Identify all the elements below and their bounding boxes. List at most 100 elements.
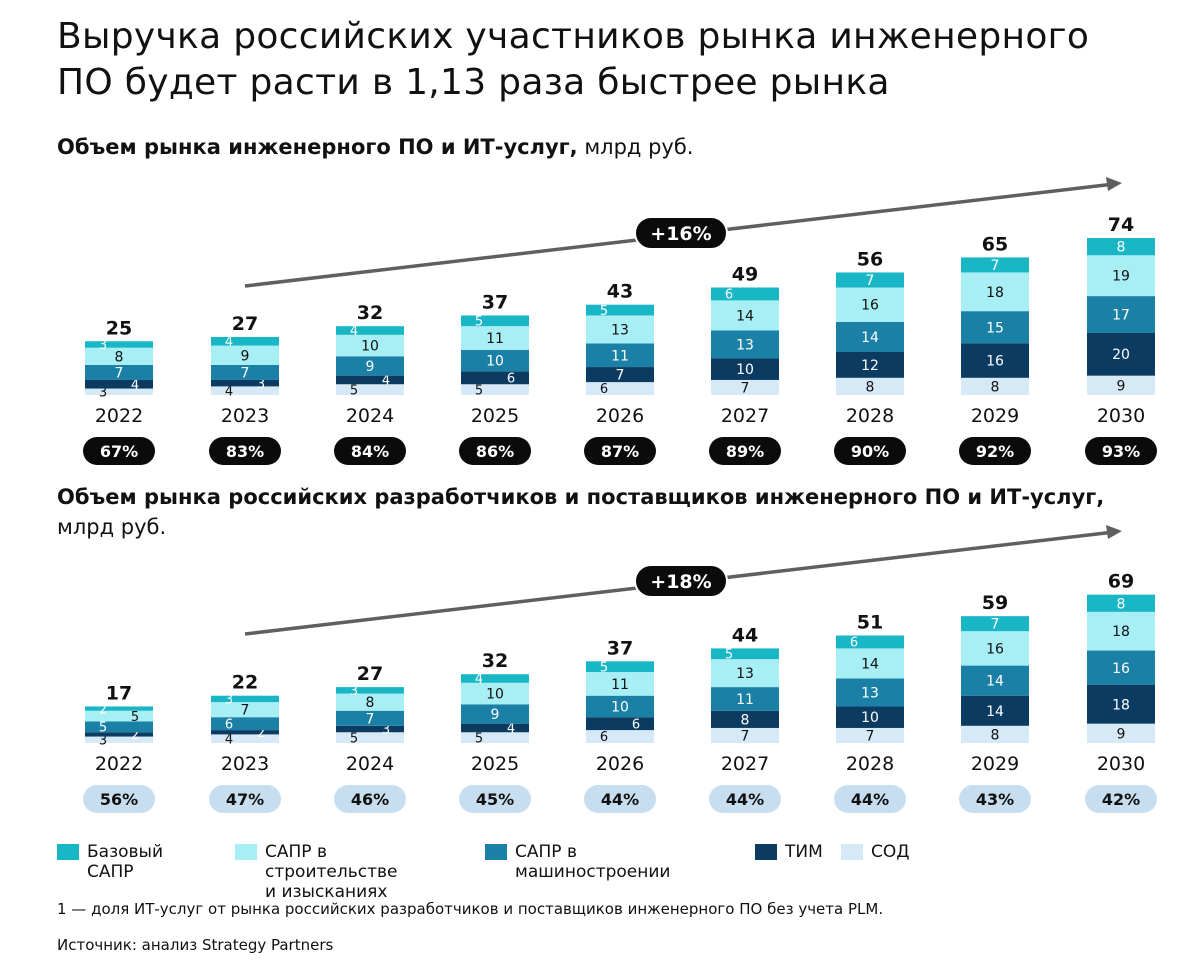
c1-share-label-2025: 86% — [476, 442, 514, 461]
title-line-1: Выручка российских участников рынка инже… — [57, 16, 1090, 57]
c1-share-pill-2025 — [459, 437, 531, 465]
c1-year-2029: 2029 — [971, 405, 1019, 427]
c2-bar-tim-2024 — [336, 725, 404, 733]
c2-value-tim-2022: 2 — [131, 728, 139, 743]
c1-bar-sod-2028 — [836, 377, 904, 395]
c2-bar-base_sapr-2029 — [961, 616, 1029, 632]
c1-bar-sod-2025 — [461, 384, 529, 395]
c1-share-pill-2030 — [1085, 437, 1157, 465]
c2-value-tim-2026: 6 — [632, 717, 640, 732]
c2-share-label-2028: 44% — [851, 790, 889, 809]
c1-bar-sapr_mech-2025 — [461, 349, 529, 372]
page-title: Выручка российских участников рынка инже… — [57, 14, 1177, 106]
c1-share-label-2028: 90% — [851, 442, 889, 461]
c2-bar-sapr_mech-2025 — [461, 704, 529, 724]
c2-bar-sapr_mech-2022 — [85, 721, 153, 733]
c2-value-sod-2023: 4 — [225, 732, 233, 747]
c1-value-sapr_build-2030: 19 — [1112, 269, 1130, 285]
c2-share-pill-2030 — [1085, 785, 1157, 813]
c1-bar-sapr_mech-2030 — [1087, 296, 1155, 333]
c2-bar-sapr_build-2022 — [85, 710, 153, 722]
c1-value-sod-2025: 5 — [475, 383, 483, 398]
c1-value-sapr_build-2026: 13 — [611, 322, 629, 338]
c1-value-sod-2030: 9 — [1117, 378, 1126, 394]
c2-bar-base_sapr-2030 — [1087, 594, 1155, 612]
c1-bar-sapr_build-2026 — [586, 315, 654, 344]
c1-share-label-2022: 67% — [100, 442, 138, 461]
c1-value-sapr_mech-2029: 15 — [986, 320, 1004, 336]
c1-bar-sod-2022 — [85, 388, 153, 395]
c2-bar-sapr_build-2025 — [461, 682, 529, 705]
c2-bar-sapr_mech-2024 — [336, 710, 404, 726]
c2-bar-tim-2030 — [1087, 684, 1155, 724]
c1-value-base_sapr-2029: 7 — [991, 258, 1000, 274]
c1-bar-base_sapr-2029 — [961, 257, 1029, 273]
c1-value-tim-2027: 10 — [736, 362, 754, 378]
c1-bar-tim-2028 — [836, 352, 904, 378]
c2-share-pill-2028 — [834, 785, 906, 813]
chart2-subtitle-bold: Объем рынка российских разработчиков и п… — [57, 485, 1105, 509]
c1-value-sapr_build-2023: 9 — [241, 348, 250, 364]
c2-value-sapr_build-2023: 7 — [241, 703, 250, 719]
c2-bar-sapr_build-2027 — [711, 659, 779, 688]
c1-total-2029: 65 — [982, 233, 1008, 255]
c2-bar-sapr_mech-2028 — [836, 678, 904, 707]
c2-bar-sapr_build-2024 — [336, 693, 404, 711]
c2-value-sod-2025: 5 — [475, 731, 483, 746]
c2-share-label-2023: 47% — [226, 790, 264, 809]
c2-bar-base_sapr-2022 — [85, 706, 153, 711]
c1-bar-base_sapr-2028 — [836, 272, 904, 288]
c2-total-2027: 44 — [732, 624, 758, 646]
c2-bar-tim-2025 — [461, 723, 529, 733]
c2-bar-sapr_build-2029 — [961, 631, 1029, 666]
c1-share-pill-2022 — [83, 437, 155, 465]
c1-bar-tim-2027 — [711, 358, 779, 380]
c1-year-2023: 2023 — [221, 405, 269, 427]
c1-value-tim-2023: 3 — [257, 377, 265, 392]
c1-growth-arrowhead — [1106, 177, 1122, 191]
c2-bar-base_sapr-2025 — [461, 674, 529, 683]
c1-cagr-label: +16% — [650, 223, 711, 245]
c2-value-sapr_mech-2027: 11 — [736, 692, 754, 708]
legend-label-sapr-build: САПР в строительстве и изысканиях — [265, 842, 398, 902]
c2-value-sapr_mech-2023: 6 — [225, 717, 233, 732]
c2-bar-base_sapr-2028 — [836, 635, 904, 649]
c1-total-2027: 49 — [732, 264, 758, 286]
c1-share-label-2027: 89% — [726, 442, 764, 461]
c1-bar-tim-2022 — [85, 379, 153, 389]
c2-share-pill-2022 — [83, 785, 155, 813]
c2-cagr-label: +18% — [650, 571, 711, 593]
c2-value-tim-2027: 8 — [741, 712, 750, 728]
c1-value-sapr_build-2025: 11 — [486, 331, 504, 347]
c2-value-sod-2028: 7 — [866, 729, 875, 745]
c1-value-sod-2027: 7 — [741, 381, 750, 397]
c1-bar-sod-2030 — [1087, 375, 1155, 395]
c1-value-sapr_build-2028: 16 — [861, 298, 879, 314]
c1-year-2022: 2022 — [95, 405, 143, 427]
c2-bar-sod-2026 — [586, 730, 654, 743]
c2-value-sapr_build-2030: 18 — [1112, 624, 1130, 640]
c2-bar-base_sapr-2026 — [586, 661, 654, 673]
c2-bar-base_sapr-2023 — [211, 695, 279, 703]
c1-bar-sapr_build-2025 — [461, 326, 529, 350]
c2-bar-tim-2022 — [85, 732, 153, 737]
c2-cagr-pill — [634, 564, 728, 598]
c1-bar-sapr_build-2027 — [711, 300, 779, 331]
c1-bar-sapr_build-2023 — [211, 345, 279, 365]
c2-value-sapr_build-2026: 11 — [611, 677, 629, 693]
c2-value-base_sapr-2027: 5 — [725, 647, 733, 662]
c2-value-sapr_build-2029: 16 — [986, 641, 1004, 657]
c1-bar-sapr_mech-2026 — [586, 343, 654, 368]
c2-value-sapr_mech-2029: 14 — [986, 674, 1004, 690]
c1-share-pill-2028 — [834, 437, 906, 465]
c1-bar-sapr_mech-2022 — [85, 364, 153, 380]
c2-year-2025: 2025 — [471, 753, 519, 775]
c1-value-sapr_mech-2023: 7 — [241, 365, 250, 381]
c1-value-sapr_mech-2022: 7 — [115, 365, 124, 381]
c2-bar-tim-2028 — [836, 706, 904, 728]
c2-value-sapr_build-2027: 13 — [736, 666, 754, 682]
c2-bar-sapr_build-2030 — [1087, 611, 1155, 651]
c1-year-2030: 2030 — [1097, 405, 1145, 427]
c2-share-pill-2029 — [959, 785, 1031, 813]
c1-bar-sapr_build-2030 — [1087, 255, 1155, 297]
